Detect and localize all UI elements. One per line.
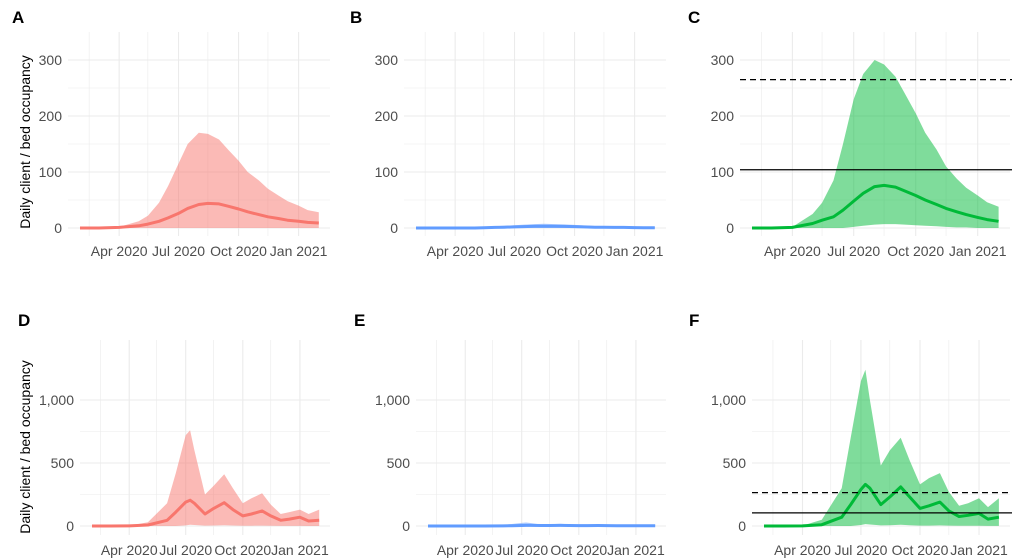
x-tick-label: Jan 2021 <box>949 243 1007 259</box>
y-tick-label: 100 <box>711 164 735 180</box>
x-tick-label: Jul 2020 <box>488 243 541 259</box>
x-tick-label: Oct 2020 <box>214 542 271 558</box>
x-tick-label: Jul 2020 <box>159 542 212 558</box>
uncertainty-band <box>80 132 319 228</box>
panel-c: 0 100 200 300 Apr 2020 Jul 2020 Oct 2020 Jan 20… <box>688 8 1012 259</box>
panel-d: 0 500 1,000 Apr 2020 Jul 2020 Oct 2020 Jan 202… <box>18 311 330 558</box>
x-tick-label: Oct 2020 <box>210 243 267 259</box>
mean-line <box>416 224 655 230</box>
y-tick-label: 0 <box>66 518 74 534</box>
x-tick-label: Oct 2020 <box>550 542 607 558</box>
mean-line <box>92 498 320 528</box>
y-tick-label: 1,000 <box>375 392 410 408</box>
panel-e: 0 500 1,000 Apr 2020 Jul 2020 Oct 2020 Jan 202… <box>354 311 666 558</box>
panel-letter: C <box>688 8 700 27</box>
y-tick-label: 500 <box>51 455 75 471</box>
x-tick-label: Jan 2021 <box>270 243 328 259</box>
panel-letter: D <box>18 311 30 330</box>
x-tick-label: Apr 2020 <box>774 542 831 558</box>
y-tick-label: 300 <box>39 52 63 68</box>
y-tick-label: 200 <box>39 108 63 124</box>
y-tick-label: 0 <box>726 220 734 236</box>
x-tick-label: Jul 2020 <box>152 243 205 259</box>
y-tick-label: 300 <box>711 52 735 68</box>
x-tick-label: Jul 2020 <box>827 243 880 259</box>
y-tick-label: 0 <box>390 220 398 236</box>
x-tick-label: Oct 2020 <box>546 243 603 259</box>
x-tick-label: Oct 2020 <box>887 243 944 259</box>
mean-line <box>80 201 319 230</box>
x-tick-label: Jan 2021 <box>950 542 1008 558</box>
y-tick-label: 300 <box>375 52 399 68</box>
x-tick-label: Apr 2020 <box>427 243 484 259</box>
panel-f: 0 500 1,000 Apr 2020 Jul 2020 Oct 2020 Jan 202… <box>689 311 1012 558</box>
uncertainty-band <box>764 369 999 526</box>
panel-letter: A <box>12 8 24 27</box>
x-tick-label: Apr 2020 <box>91 243 148 259</box>
x-tick-label: Jan 2021 <box>606 243 664 259</box>
x-tick-label: Apr 2020 <box>437 542 494 558</box>
x-tick-label: Jan 2021 <box>607 542 665 558</box>
y-tick-label: 100 <box>375 164 399 180</box>
y-tick-label: 1,000 <box>711 392 746 408</box>
y-tick-label: 0 <box>738 518 746 534</box>
uncertainty-band <box>752 60 999 228</box>
x-tick-label: Oct 2020 <box>892 542 949 558</box>
mean-line <box>428 523 656 528</box>
panel-letter: F <box>689 311 699 330</box>
uncertainty-band <box>92 430 320 526</box>
y-tick-label: 0 <box>402 518 410 534</box>
y-tick-label: 100 <box>39 164 63 180</box>
mean-line <box>752 183 999 230</box>
mean-line <box>764 482 1000 528</box>
y-tick-label: 200 <box>375 108 399 124</box>
panel-a: 0 100 200 300 Apr 2020 Jul 2020 Oct 2020 Jan 20… <box>12 8 330 259</box>
panel-letter: B <box>350 8 362 27</box>
y-tick-label: 500 <box>723 455 747 471</box>
x-tick-label: Jan 2021 <box>271 542 329 558</box>
panel-letter: E <box>354 311 365 330</box>
y-axis-label-top: Daily client / bed occupancy <box>17 55 33 229</box>
y-tick-label: 200 <box>711 108 735 124</box>
y-axis-label-bottom: Daily client / bed occupancy <box>17 360 33 534</box>
x-tick-label: Jul 2020 <box>834 542 887 558</box>
y-tick-label: 500 <box>387 455 411 471</box>
panel-b: 0 100 200 300 Apr 2020 Jul 2020 Oct 2020 Jan 20… <box>350 8 666 259</box>
x-tick-label: Jul 2020 <box>495 542 548 558</box>
y-tick-label: 1,000 <box>39 392 74 408</box>
x-tick-label: Apr 2020 <box>764 243 821 259</box>
x-tick-label: Apr 2020 <box>101 542 158 558</box>
y-tick-label: 0 <box>54 220 62 236</box>
